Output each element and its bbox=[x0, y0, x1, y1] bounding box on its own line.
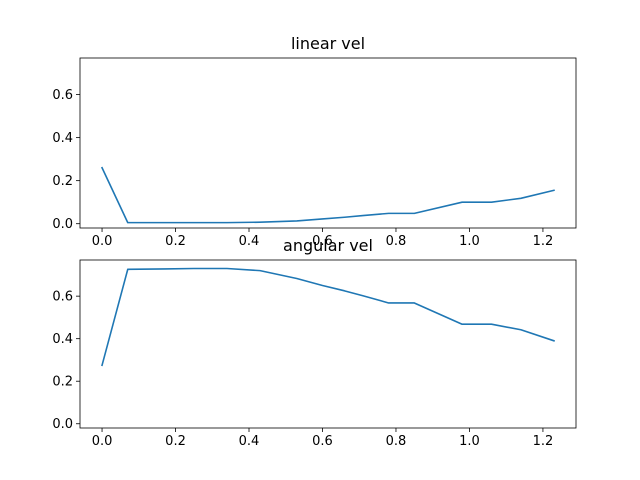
x-tick-label: 0.0 bbox=[92, 434, 113, 449]
x-tick-label: 0.4 bbox=[239, 434, 260, 449]
axes-frame bbox=[79, 259, 577, 429]
y-tick-label: 0.6 bbox=[52, 88, 73, 103]
y-tick-label: 0.0 bbox=[52, 217, 73, 232]
subplot-linear-vel: linear vel 0.0 0.2 0.4 0.6 0.8 1.0 1.2 0.0 0.2 0.… bbox=[52, 34, 577, 249]
x-tick-label: 0.0 bbox=[92, 234, 113, 249]
x-tick-label: 0.6 bbox=[312, 234, 333, 249]
y-tick-label: 0.4 bbox=[52, 131, 73, 146]
x-tick-label: 0.2 bbox=[165, 234, 186, 249]
plot-area bbox=[100, 166, 555, 224]
y-tick-label: 0.2 bbox=[52, 174, 73, 189]
subplot-angular-vel: angular vel 0.0 0.2 0.4 0.6 0.8 1.0 1.2 0.0 0.2 0… bbox=[52, 236, 577, 449]
y-tick-label: 0.2 bbox=[52, 375, 73, 390]
axes-frame bbox=[79, 57, 577, 229]
y-tick-label: 0.4 bbox=[52, 332, 73, 347]
x-tick-label: 1.0 bbox=[459, 234, 480, 249]
x-tick-label: 1.0 bbox=[459, 434, 480, 449]
plot-area bbox=[101, 267, 555, 367]
x-tick-label: 0.2 bbox=[165, 434, 186, 449]
x-tick-label: 1.2 bbox=[533, 434, 554, 449]
subplot-title: angular vel bbox=[283, 236, 373, 255]
x-tick-label: 1.2 bbox=[533, 234, 554, 249]
x-tick-label: 0.8 bbox=[386, 434, 407, 449]
subplot-title: linear vel bbox=[291, 34, 365, 53]
series-line bbox=[101, 267, 555, 367]
series-line bbox=[100, 166, 555, 224]
y-tick-label: 0.6 bbox=[52, 290, 73, 305]
y-tick-label: 0.0 bbox=[52, 417, 73, 432]
x-tick-label: 0.8 bbox=[386, 234, 407, 249]
x-tick-label: 0.4 bbox=[239, 234, 260, 249]
x-tick-label: 0.6 bbox=[312, 434, 333, 449]
